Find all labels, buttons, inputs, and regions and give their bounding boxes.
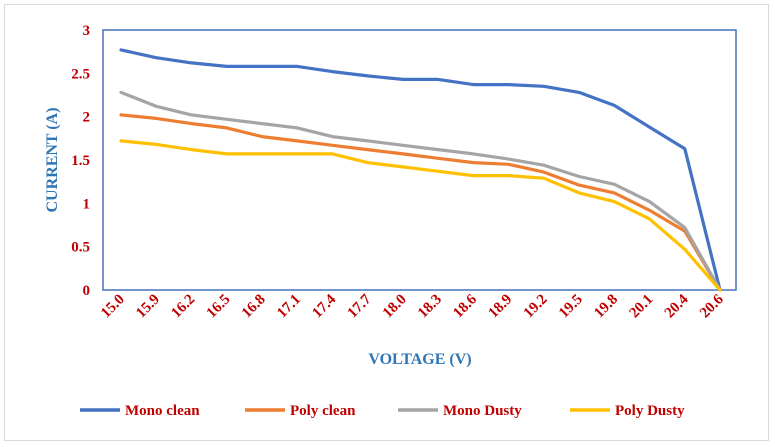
y-tick-label: 2.5 [71, 66, 90, 82]
series-line-mono-dusty [119, 90, 722, 292]
plot-area-border [102, 29, 737, 291]
x-tick-label: 16.2 [168, 292, 198, 322]
x-tick-label: 20.1 [626, 292, 656, 322]
series-line-mono-clean [119, 48, 722, 292]
legend-item: Mono Dusty [398, 403, 522, 419]
x-tick-label: 16.5 [204, 292, 234, 322]
legend-item: Poly Dusty [570, 403, 685, 419]
x-tick-label: 18.9 [486, 292, 516, 322]
x-tick-label: 20.6 [697, 291, 727, 321]
y-tick-label: 2 [83, 110, 91, 126]
x-tick-label: 15.9 [133, 292, 163, 322]
legend-label: Mono Dusty [443, 403, 522, 419]
x-tick-label: 17.1 [274, 292, 304, 322]
x-axis-ticks: 15.0 15.9 16.2 16.5 16.8 17.1 17.4 17.7 18.0 18.3… [98, 291, 727, 321]
series-line-poly-clean [119, 113, 722, 292]
x-tick-label: 18.6 [450, 291, 480, 321]
legend-label: Mono clean [125, 403, 200, 419]
x-tick-label: 18.3 [415, 292, 445, 322]
x-tick-label: 16.8 [239, 292, 269, 322]
legend-item: Poly clean [245, 403, 356, 419]
y-axis-ticks: 0 0.5 1 1.5 2 2.5 3 [71, 23, 90, 299]
x-axis-title: VOLTAGE (V) [368, 351, 471, 368]
series-lines [119, 48, 722, 292]
x-tick-label: 20.4 [662, 291, 692, 321]
y-tick-label: 0.5 [71, 240, 90, 256]
x-tick-label: 17.7 [345, 291, 375, 321]
y-tick-label: 0 [83, 283, 91, 299]
legend-label: Poly Dusty [615, 403, 685, 419]
x-tick-label: 15.0 [98, 292, 128, 322]
legend-label: Poly clean [290, 403, 356, 419]
x-tick-label: 17.4 [309, 291, 339, 321]
x-tick-label: 19.8 [591, 292, 621, 322]
y-axis-title: CURRENT (A) [44, 107, 61, 212]
legend-item: Mono clean [80, 403, 200, 419]
y-tick-label: 1 [83, 196, 91, 212]
legend: Mono clean Poly clean Mono Dusty Poly Dusty [80, 403, 685, 419]
x-tick-label: 19.5 [556, 292, 586, 322]
x-tick-label: 19.2 [521, 292, 551, 322]
series-line-poly-dusty [119, 139, 722, 292]
y-tick-label: 1.5 [71, 153, 90, 169]
y-tick-label: 3 [83, 23, 91, 39]
x-tick-label: 18.0 [380, 292, 410, 322]
